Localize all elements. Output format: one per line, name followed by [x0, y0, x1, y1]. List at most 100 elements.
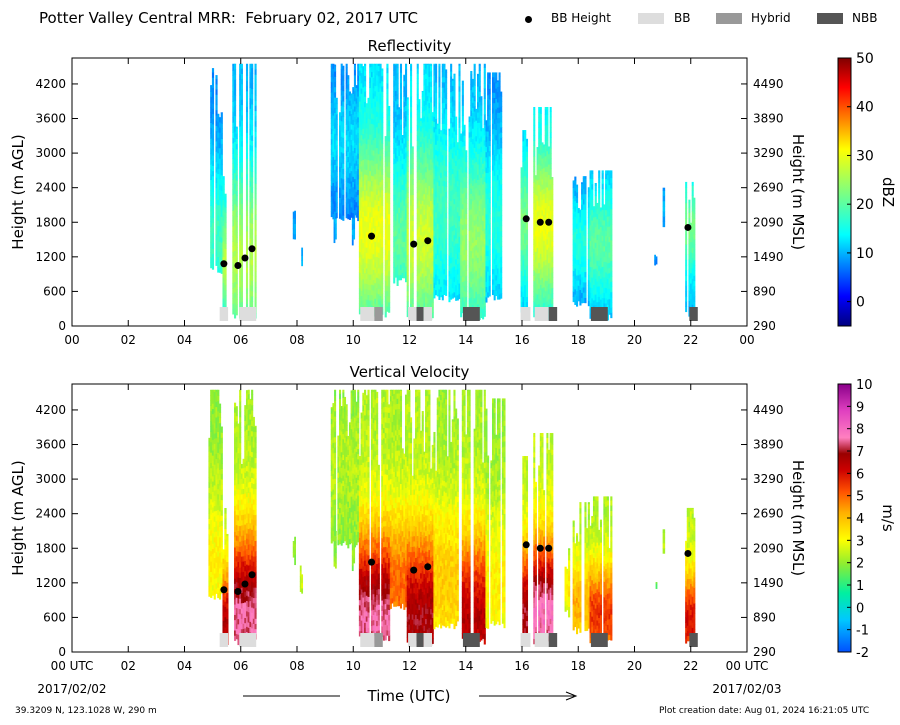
echo-cell	[438, 102, 441, 109]
echo-cell	[420, 157, 423, 163]
echo-cell	[239, 240, 242, 246]
echo-cell	[398, 264, 401, 270]
echo-cell	[525, 296, 529, 303]
echo-cell	[418, 138, 421, 144]
echo-cell	[353, 121, 356, 128]
echo-cell	[396, 140, 399, 146]
echo-cell	[335, 150, 338, 156]
echo-cell	[353, 90, 356, 97]
echo-cell	[399, 63, 403, 68]
echo-cell	[393, 127, 396, 134]
echo-cell	[430, 133, 433, 139]
echo-cell	[431, 307, 434, 313]
echo-cell	[438, 206, 441, 212]
echo-cell	[222, 184, 225, 190]
echo-cell	[364, 70, 367, 77]
echo-cell	[215, 83, 218, 90]
echo-cell	[384, 176, 387, 183]
echo-cell	[249, 82, 252, 89]
echo-cell	[455, 290, 458, 296]
echo-cell	[450, 205, 453, 212]
echo-cell	[222, 178, 225, 185]
echo-cell	[249, 77, 252, 83]
echo-cell	[357, 158, 360, 165]
echo-cell	[416, 285, 419, 292]
echo-cell	[340, 63, 343, 70]
echo-cell	[441, 102, 444, 109]
echo-cell	[235, 195, 238, 202]
echo-cell	[218, 236, 222, 242]
echo-cell	[438, 273, 441, 280]
echo-cell	[211, 207, 215, 213]
echo-cell	[211, 68, 215, 73]
echo-cell	[406, 140, 409, 146]
echo-cell	[218, 194, 222, 201]
echo-cell	[292, 218, 295, 224]
echo-cell	[418, 231, 421, 238]
echo-cell	[539, 134, 542, 140]
echo-cell	[411, 236, 414, 242]
echo-cell	[374, 199, 377, 206]
echo-cell	[362, 66, 365, 67]
echo-cell	[384, 228, 387, 235]
echo-cell	[365, 190, 368, 196]
echo-cell	[418, 179, 421, 186]
echo-cell	[347, 151, 350, 158]
echo-cell	[224, 217, 227, 223]
echo-cell	[441, 294, 444, 301]
echo-cell	[388, 115, 391, 121]
echo-cell	[381, 303, 384, 310]
echo-cell	[369, 170, 372, 177]
echo-cell	[339, 119, 342, 126]
echo-cell	[374, 80, 377, 87]
echo-cell	[239, 292, 242, 298]
echo-cell	[372, 160, 375, 167]
echo-cell	[352, 155, 355, 162]
echo-cell	[239, 69, 242, 75]
echo-cell	[251, 181, 254, 188]
echo-cell	[399, 134, 403, 141]
echo-cell	[500, 189, 503, 195]
echo-cell	[423, 110, 426, 117]
echo-cell	[445, 202, 448, 208]
echo-cell	[456, 263, 459, 270]
echo-cell	[235, 164, 238, 171]
echo-cell	[423, 95, 426, 101]
echo-cell	[335, 171, 338, 177]
echo-cell	[377, 231, 380, 238]
echo-cell	[224, 222, 227, 229]
echo-cell	[372, 259, 375, 265]
echo-cell	[235, 247, 238, 254]
echo-cell	[240, 125, 243, 131]
echo-cell	[364, 137, 367, 144]
echo-cell	[358, 199, 361, 206]
echo-cell	[217, 137, 220, 143]
echo-cell	[220, 211, 223, 217]
echo-cell	[347, 208, 350, 215]
echo-cell	[403, 189, 406, 196]
echo-cell	[473, 90, 476, 97]
echo-cell	[403, 111, 406, 118]
echo-cell	[399, 103, 403, 110]
echo-cell	[381, 70, 384, 77]
echo-cell	[430, 174, 433, 181]
echo-cell	[440, 213, 443, 220]
echo-cell	[423, 121, 426, 127]
echo-cell	[369, 66, 372, 73]
echo-cell	[386, 114, 389, 120]
echo-cell	[367, 222, 370, 228]
echo-cell	[455, 232, 458, 239]
echo-cell	[217, 168, 220, 175]
echo-cell	[220, 180, 223, 186]
echo-cell	[350, 155, 353, 161]
echo-cell	[347, 192, 350, 199]
echo-cell	[386, 181, 389, 188]
echo-cell	[533, 106, 536, 110]
echo-cell	[453, 291, 456, 298]
echo-cell	[394, 214, 397, 221]
echo-cell	[431, 281, 434, 288]
echo-cell	[393, 143, 396, 149]
echo-cell	[416, 73, 419, 79]
echo-cell	[335, 202, 338, 208]
echo-cell	[362, 138, 365, 145]
